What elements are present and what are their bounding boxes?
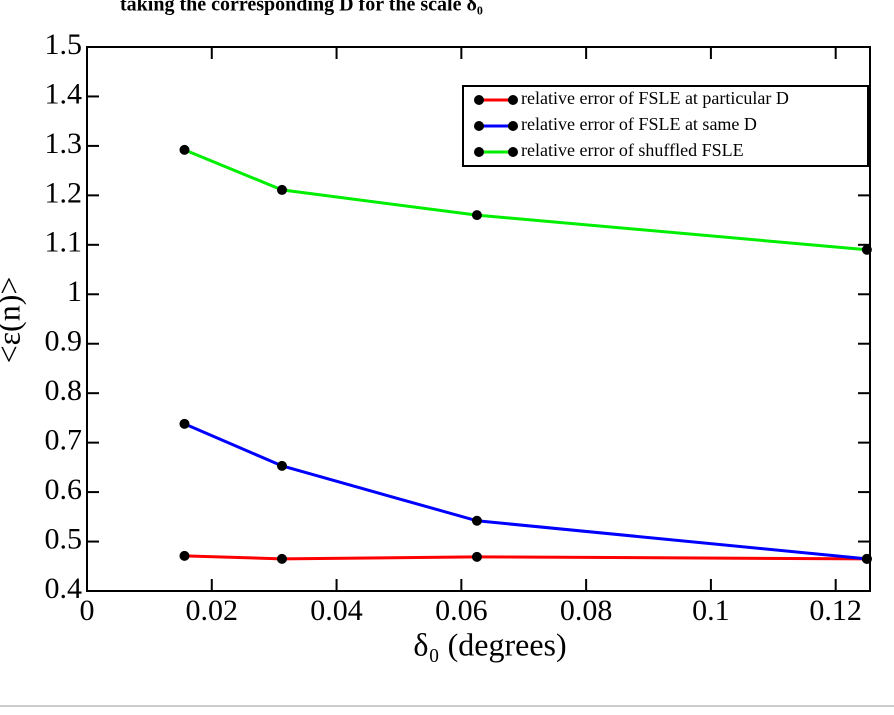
data-point [276,184,287,195]
series-line [183,422,868,561]
x-tick-label: 0 [80,594,95,627]
y-tick-label: 1.1 [45,226,83,259]
chart-title: taking the corresponding D for the scale… [120,0,483,16]
legend-label: relative error of shuffled FSLE [521,140,744,160]
x-tick-label: 0.1 [692,594,730,627]
y-tick-label: 0.7 [45,424,83,457]
legend-box [462,85,869,167]
legend-dot [474,121,484,131]
y-tick-label: 0.4 [45,572,83,605]
data-point [179,144,190,155]
x-axis-label: δ₀ (degrees) [413,626,566,662]
y-tick-label: 1.5 [45,28,83,61]
plot-frame [86,46,871,592]
legend-label: relative error of FSLE at same D [521,114,757,134]
y-tick-label: 0.8 [45,374,83,407]
legend-label: relative error of FSLE at particular D [521,88,789,108]
legend-dot [508,95,518,105]
x-tick-label: 0.06 [435,594,488,627]
x-tick-label: 0.12 [809,594,862,627]
x-tick-label: 0.02 [186,594,239,627]
data-point [179,550,190,561]
y-tick-label: 0.6 [45,473,83,506]
data-point [276,553,287,564]
data-point [276,460,287,471]
y-tick-label: 0.5 [45,522,83,555]
y-tick-label: 1.3 [45,127,83,160]
legend-dot [474,95,484,105]
series-line [184,554,867,561]
data-point [861,553,872,564]
series-line [183,148,868,252]
legend-dot [508,121,518,131]
data-point [471,551,482,562]
data-point [179,418,190,429]
y-tick-label: 0.9 [45,325,83,358]
x-tick-label: 0.08 [560,594,613,627]
data-point [861,244,872,255]
data-point [471,515,482,526]
legend-dot [474,147,484,157]
x-tick-label: 0.04 [310,594,363,627]
y-tick-label: 1.2 [45,176,83,209]
y-tick-label: 1 [67,275,82,308]
data-point [471,210,482,221]
y-axis-label: <ε(n)> [0,277,26,364]
y-tick-label: 1.4 [45,77,83,110]
legend-dot [508,147,518,157]
